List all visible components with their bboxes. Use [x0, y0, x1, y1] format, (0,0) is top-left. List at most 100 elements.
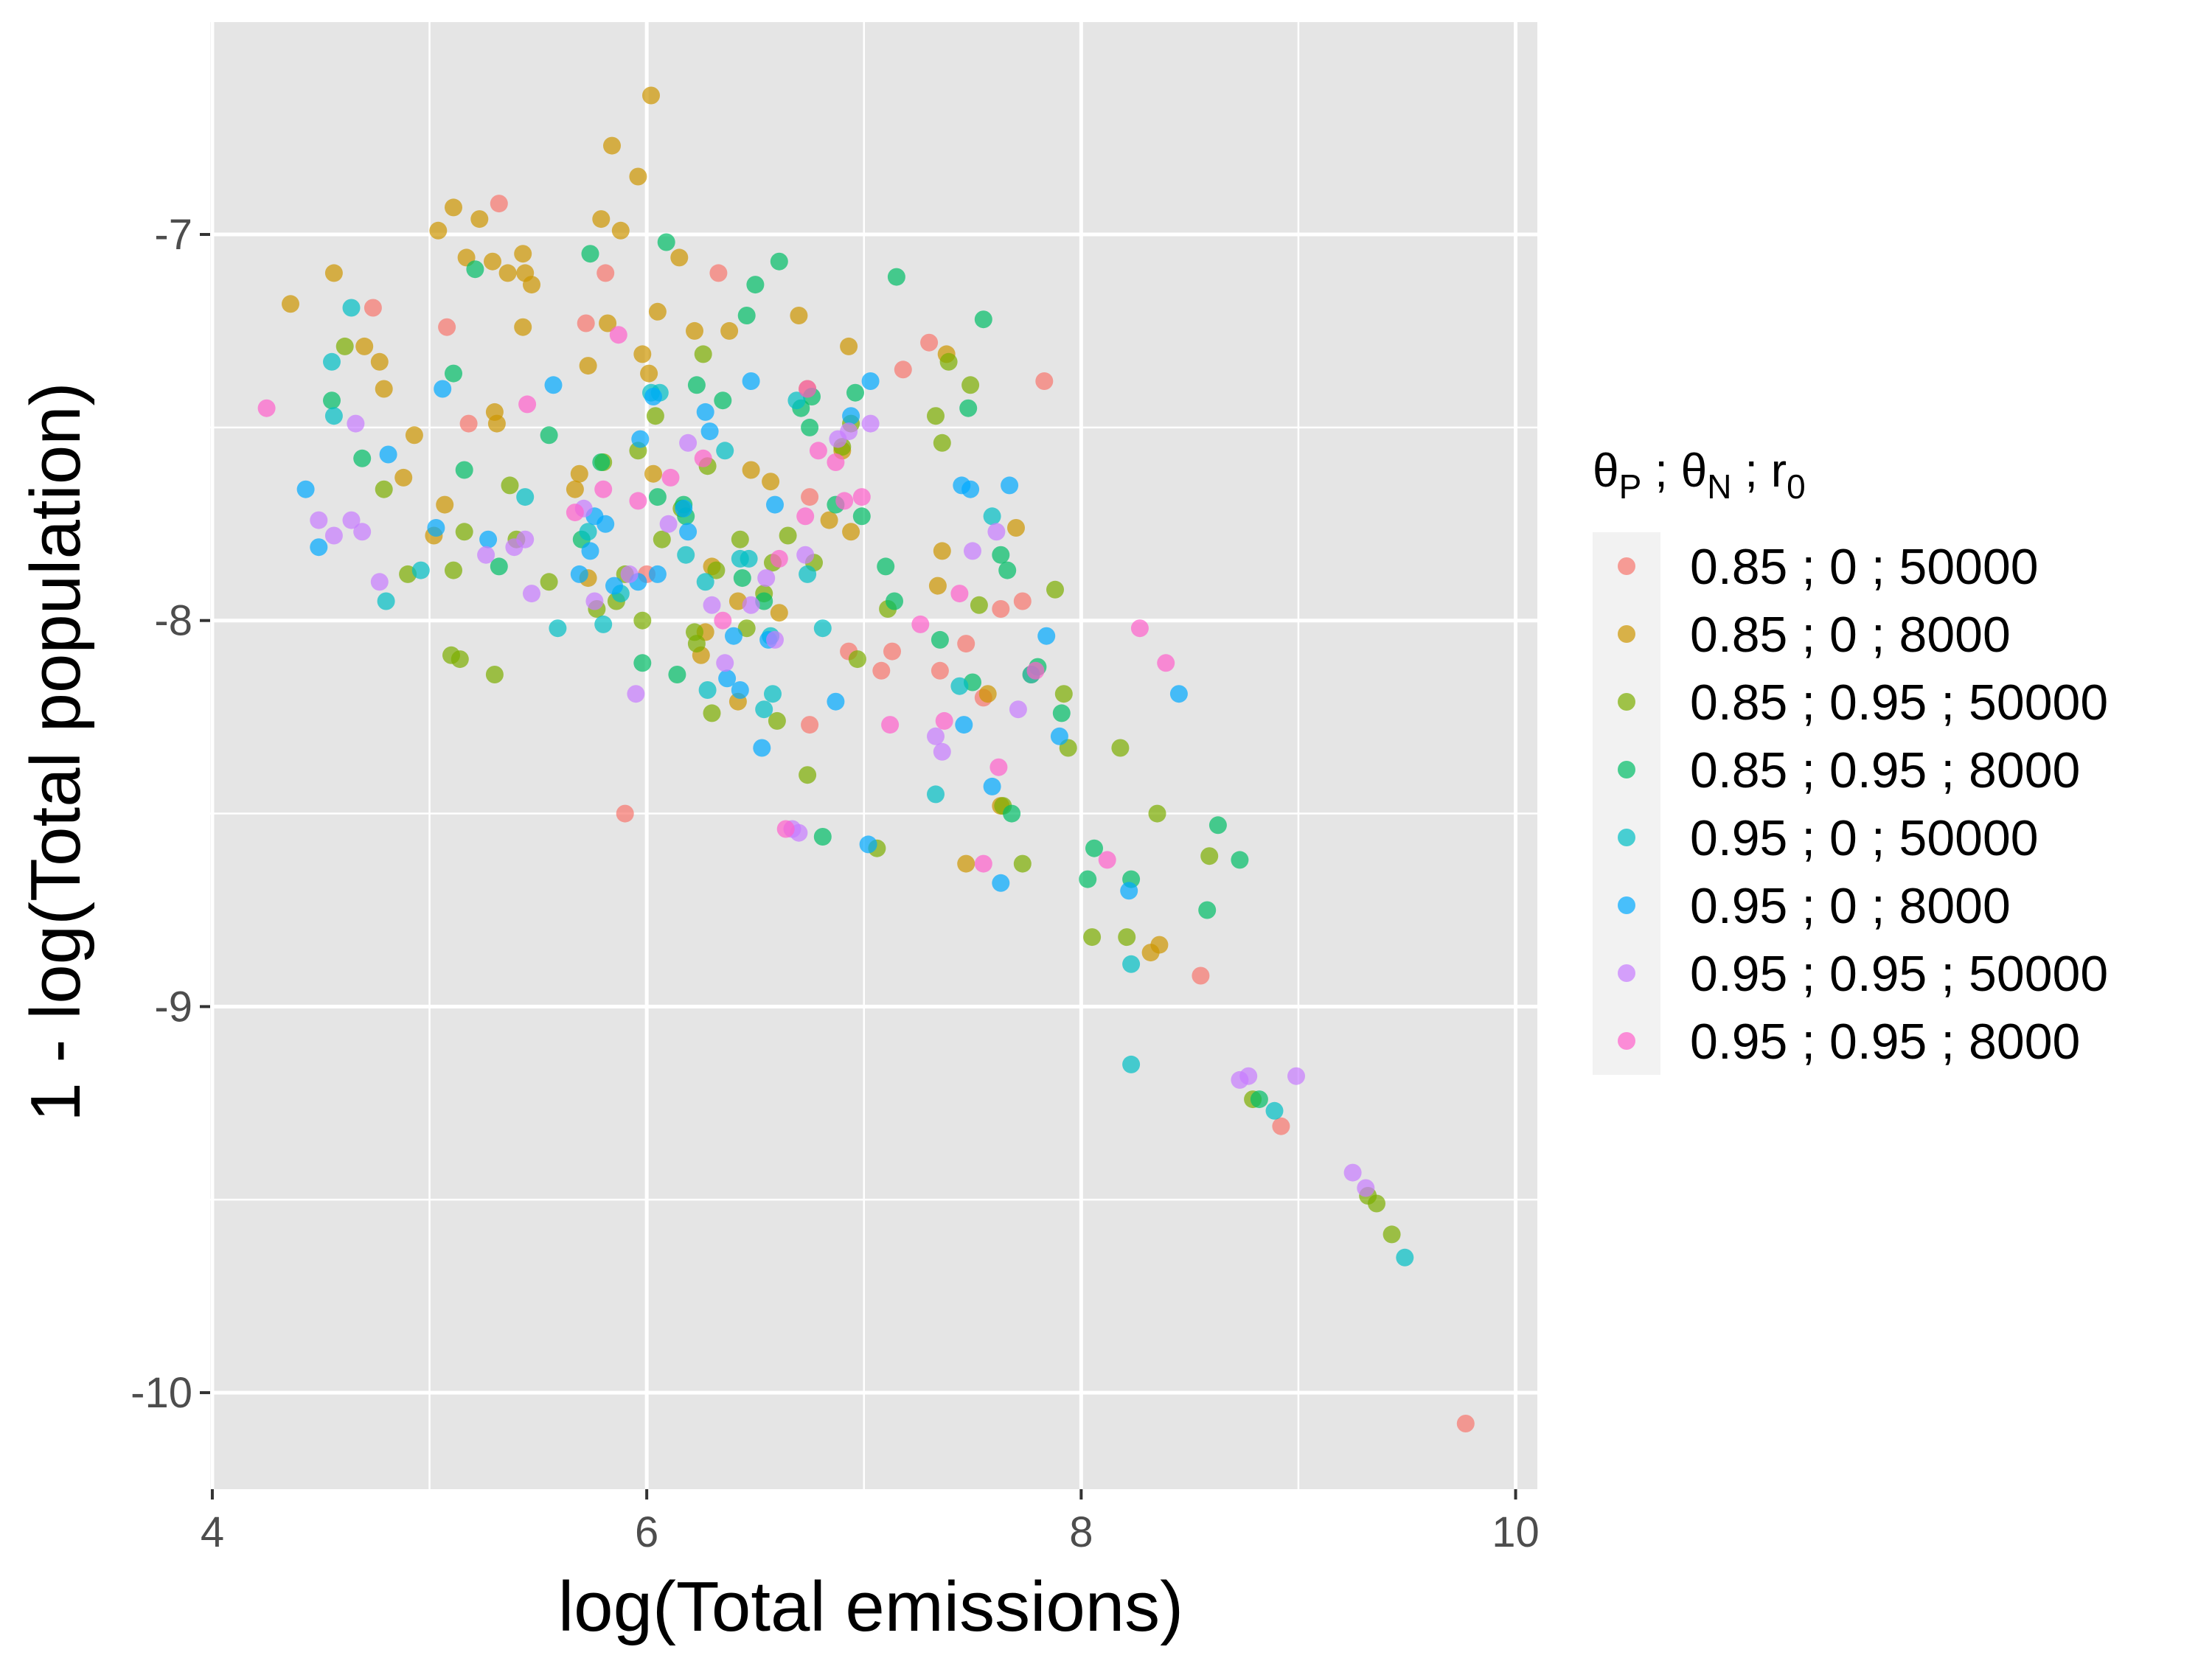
- data-point-series-2: [1007, 519, 1025, 537]
- data-point-series-7: [840, 422, 858, 441]
- data-point-series-2: [566, 480, 584, 498]
- data-point-series-1: [872, 661, 891, 680]
- data-point-series-5: [927, 785, 945, 804]
- legend-key-marker: [1618, 896, 1635, 914]
- data-point-series-8: [935, 711, 953, 730]
- data-point-series-1: [1035, 372, 1054, 390]
- data-point-series-4: [846, 383, 864, 402]
- data-point-series-2: [670, 248, 689, 267]
- data-point-series-8: [974, 854, 992, 873]
- data-point-series-4: [887, 268, 905, 286]
- data-point-series-5: [1265, 1101, 1284, 1120]
- data-point-series-3: [779, 526, 797, 545]
- data-point-series-8: [694, 449, 712, 467]
- data-point-series-6: [544, 376, 563, 394]
- data-point-series-3: [799, 766, 817, 784]
- data-point-series-8: [518, 395, 537, 414]
- data-point-series-7: [370, 573, 389, 591]
- legend-label: 0.95 ; 0.95 ; 50000: [1690, 946, 2108, 1002]
- data-point-series-3: [375, 480, 393, 498]
- data-point-series-7: [933, 742, 951, 761]
- data-point-series-1: [438, 318, 456, 336]
- data-point-series-7: [757, 569, 776, 588]
- data-point-series-2: [324, 264, 343, 282]
- data-point-series-7: [1287, 1067, 1305, 1085]
- data-point-series-3: [933, 433, 951, 452]
- data-point-series-5: [799, 565, 817, 583]
- data-point-series-5: [377, 592, 395, 610]
- data-point-series-1: [931, 661, 949, 680]
- data-point-series-3: [961, 376, 980, 394]
- data-point-series-5: [411, 561, 430, 579]
- data-point-series-4: [992, 546, 1010, 564]
- data-point-series-3: [455, 523, 473, 541]
- data-point-series-8: [661, 468, 680, 487]
- x-tick-label: 6: [635, 1508, 658, 1556]
- data-point-series-5: [787, 391, 806, 410]
- data-point-series-2: [762, 473, 780, 491]
- data-point-series-6: [992, 874, 1010, 892]
- data-point-series-2: [394, 468, 413, 487]
- data-point-series-6: [753, 739, 771, 757]
- data-point-series-4: [445, 364, 462, 383]
- data-point-series-2: [355, 337, 374, 355]
- data-point-series-7: [342, 511, 361, 529]
- data-point-series-4: [455, 461, 473, 479]
- data-point-series-2: [436, 495, 454, 514]
- data-point-series-5: [1122, 955, 1141, 973]
- legend-items: 0.85 ; 0 ; 50000 0.85 ; 0 ; 8000 0.85 ; 0.…: [1593, 532, 2108, 1075]
- data-point-series-2: [842, 523, 860, 541]
- data-point-series-2: [570, 464, 588, 483]
- data-point-series-4: [886, 592, 903, 610]
- plot-panel: [210, 22, 1537, 1489]
- data-point-series-2: [644, 464, 662, 483]
- data-point-series-3: [1368, 1194, 1385, 1213]
- data-point-series-5: [716, 442, 734, 460]
- data-point-series-3: [1083, 928, 1102, 947]
- data-point-series-4: [648, 488, 667, 506]
- data-point-series-7: [324, 526, 343, 545]
- data-point-series-1: [883, 642, 901, 661]
- data-point-series-8: [809, 442, 827, 460]
- data-point-series-7: [523, 585, 540, 603]
- y-axis-label: 1 - log(Total population): [16, 382, 95, 1121]
- data-point-series-6: [961, 480, 980, 498]
- data-point-series-6: [1050, 727, 1068, 745]
- data-point-series-2: [720, 321, 739, 340]
- y-axis-ticks: -7 -8 -9 -10: [131, 211, 210, 1417]
- data-point-series-5: [764, 685, 782, 703]
- data-point-series-2: [633, 345, 652, 363]
- data-point-series-1: [459, 414, 478, 433]
- data-point-series-8: [566, 504, 584, 522]
- data-point-series-2: [928, 577, 947, 595]
- data-point-series-4: [813, 828, 832, 846]
- data-point-series-6: [296, 480, 315, 498]
- data-point-series-5: [813, 619, 832, 638]
- legend-label: 0.85 ; 0.95 ; 8000: [1690, 742, 2080, 798]
- data-point-series-2: [514, 245, 532, 263]
- data-point-series-4: [877, 557, 895, 576]
- data-point-series-3: [1013, 854, 1032, 873]
- legend-title: θP ; θN ; r0: [1593, 444, 1806, 506]
- data-point-series-6: [983, 777, 1001, 795]
- data-point-series-8: [796, 507, 815, 526]
- data-point-series-1: [1192, 966, 1210, 985]
- data-point-series-6: [427, 519, 445, 537]
- data-point-series-5: [755, 700, 773, 719]
- data-point-series-7: [861, 414, 880, 433]
- data-point-series-4: [714, 391, 732, 410]
- data-point-series-6: [479, 530, 498, 548]
- data-point-series-3: [646, 407, 664, 425]
- data-point-series-6: [434, 380, 452, 398]
- data-point-series-6: [700, 422, 719, 441]
- data-point-series-6: [766, 495, 784, 514]
- data-point-series-5: [740, 549, 758, 568]
- x-axis-label: log(Total emissions): [558, 1567, 1183, 1646]
- data-point-series-3: [335, 337, 354, 355]
- data-point-series-1: [577, 314, 595, 332]
- data-point-series-4: [998, 561, 1017, 579]
- legend-key-marker: [1618, 625, 1635, 643]
- data-point-series-7: [1343, 1163, 1362, 1182]
- data-point-series-3: [1148, 804, 1166, 823]
